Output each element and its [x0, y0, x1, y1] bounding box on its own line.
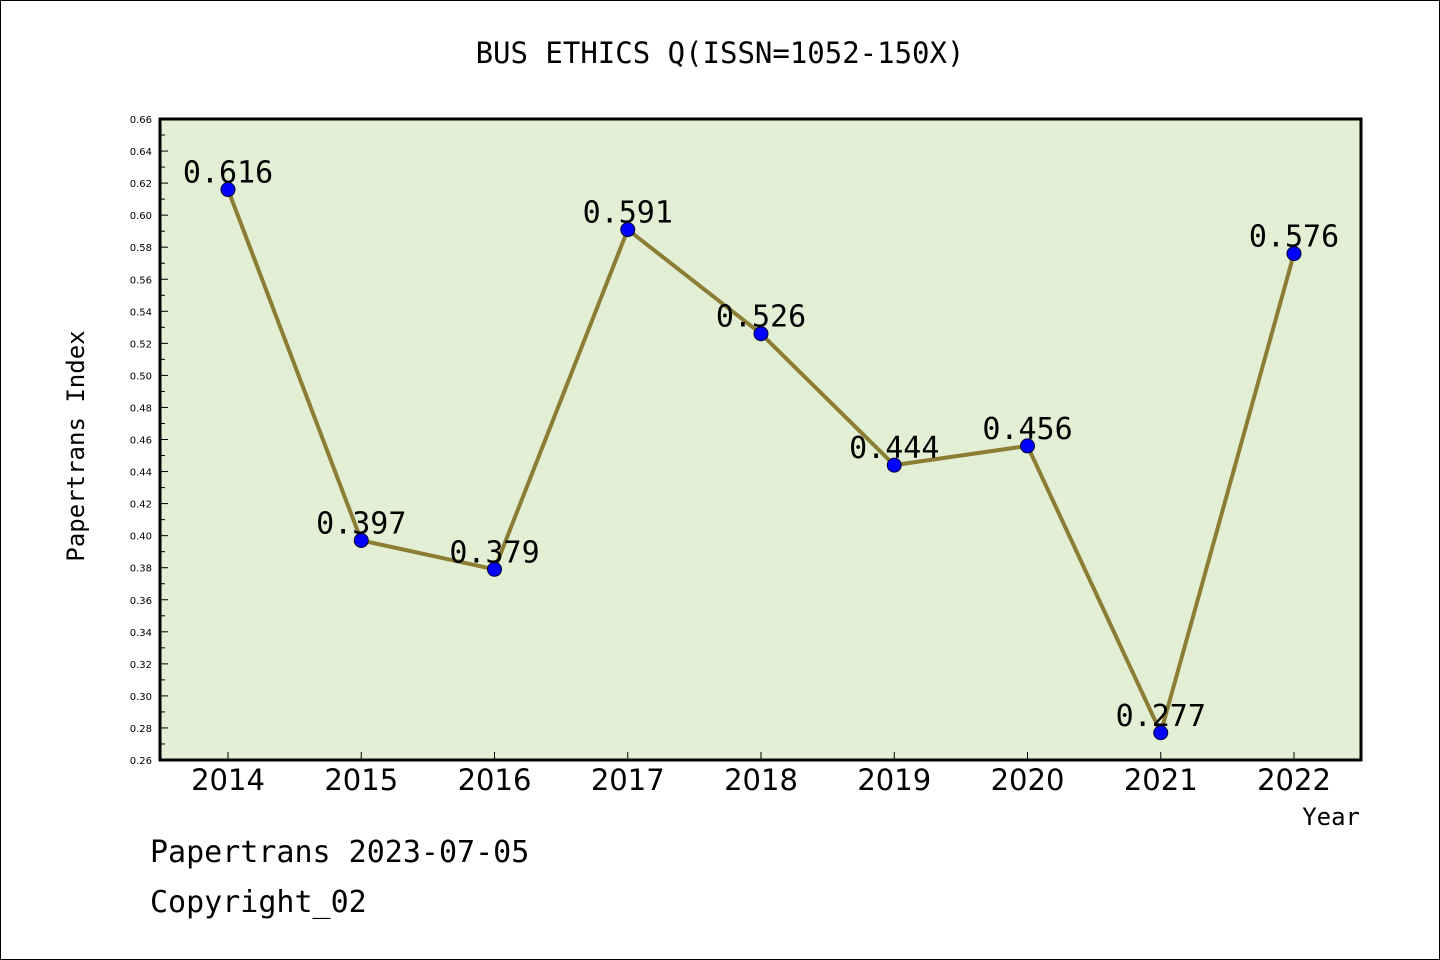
y-tick-label: 0.32 — [130, 660, 152, 671]
y-tick-label: 0.66 — [130, 115, 152, 126]
y-tick-label: 0.52 — [130, 339, 152, 350]
x-tick-label: 2021 — [1124, 763, 1198, 797]
y-tick-label: 0.60 — [130, 211, 152, 222]
footer-copyright: Copyright_02 — [150, 885, 367, 920]
y-tick-label: 0.38 — [130, 564, 152, 575]
y-tick-label: 0.26 — [130, 756, 152, 767]
data-label: 0.526 — [716, 300, 806, 335]
y-tick-label: 0.48 — [130, 403, 152, 414]
data-point — [220, 182, 236, 198]
x-tick-label: 2017 — [591, 763, 665, 797]
x-tick-label: 2016 — [458, 763, 532, 797]
x-tick-label: 2020 — [991, 763, 1065, 797]
y-axis-title: Papertrans Index — [62, 330, 90, 561]
y-tick-label: 0.46 — [130, 436, 152, 447]
y-tick-label: 0.50 — [130, 371, 152, 382]
data-label: 0.277 — [1116, 699, 1206, 734]
data-label: 0.397 — [316, 506, 406, 541]
data-label: 0.616 — [183, 156, 273, 191]
y-tick-label: 0.56 — [130, 275, 152, 286]
data-label: 0.576 — [1249, 220, 1339, 255]
data-point — [1153, 725, 1169, 741]
y-tick-label: 0.54 — [130, 307, 152, 318]
x-axis: 2014 2015 2016 2017 2018 2019 2020 2021 2022 — [191, 752, 1331, 797]
y-tick-label: 0.64 — [130, 147, 152, 158]
y-tick-label: 0.28 — [130, 724, 152, 735]
x-tick-label: 2018 — [724, 763, 798, 797]
data-label: 0.456 — [982, 412, 1072, 447]
data-point — [487, 561, 502, 577]
data-label: 0.444 — [849, 431, 939, 466]
x-tick-label: 2015 — [324, 763, 398, 797]
chart-title: BUS ETHICS Q(ISSN=1052-150X) — [475, 36, 965, 70]
footer-source: Papertrans 2023-07-05 — [150, 835, 530, 870]
y-tick-label: 0.30 — [130, 692, 152, 703]
y-tick-label: 0.58 — [130, 243, 152, 254]
y-tick-label: 0.40 — [130, 532, 152, 543]
y-axis: 0.26 0.28 0.30 0.32 0.34 0.36 0.38 0.40 0.42 0.44… — [130, 115, 168, 767]
y-tick-label: 0.62 — [130, 179, 152, 190]
plot-area — [158, 117, 1363, 762]
y-tick-label: 0.42 — [130, 500, 152, 511]
x-axis-title: Year — [1302, 803, 1360, 831]
data-point — [353, 532, 369, 548]
data-point — [1020, 438, 1035, 454]
x-tick-label: 2022 — [1257, 763, 1331, 797]
data-point — [753, 326, 769, 342]
data-point — [1286, 246, 1302, 262]
data-point — [886, 457, 902, 473]
y-tick-label: 0.36 — [130, 596, 152, 607]
y-tick-label: 0.34 — [130, 628, 152, 639]
x-tick-label: 2019 — [857, 763, 931, 797]
data-label: 0.591 — [583, 196, 673, 231]
data-point — [620, 222, 636, 238]
data-label: 0.379 — [449, 535, 539, 570]
data-series: 0.616 0.397 0.379 0.591 0.526 0.444 0.456 0.277… — [183, 156, 1339, 741]
x-tick-label: 2014 — [191, 763, 265, 797]
y-tick-label: 0.44 — [130, 468, 152, 479]
